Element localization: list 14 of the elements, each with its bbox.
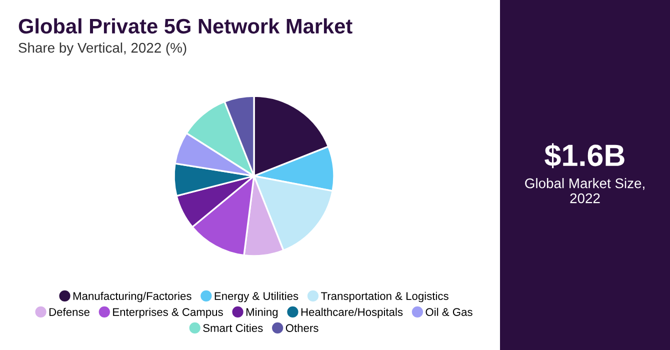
legend-label: Defense (49, 308, 90, 316)
text: Global Market Size, 2022 (525, 178, 644, 204)
legend-label: Smart Cities (203, 324, 263, 332)
chart-subtitle: Share by Vertical, 2022 (%) (18, 42, 186, 56)
legend-label: Oil & Gas (426, 308, 472, 316)
text: $1.6B (544, 143, 624, 168)
legend-label: Energy & Utilities (214, 292, 298, 302)
legend-label: Healthcare/Hospitals (301, 308, 403, 318)
chart-title: Global Private 5G Network Market (18, 18, 352, 34)
legend-label: Manufacturing/Factories (73, 292, 192, 302)
legend-label: Others (286, 324, 318, 332)
legend-label: Enterprises & Campus (113, 308, 223, 318)
legend-label: Transportation & Logistics (321, 292, 448, 302)
legend-label: Mining (246, 308, 278, 318)
